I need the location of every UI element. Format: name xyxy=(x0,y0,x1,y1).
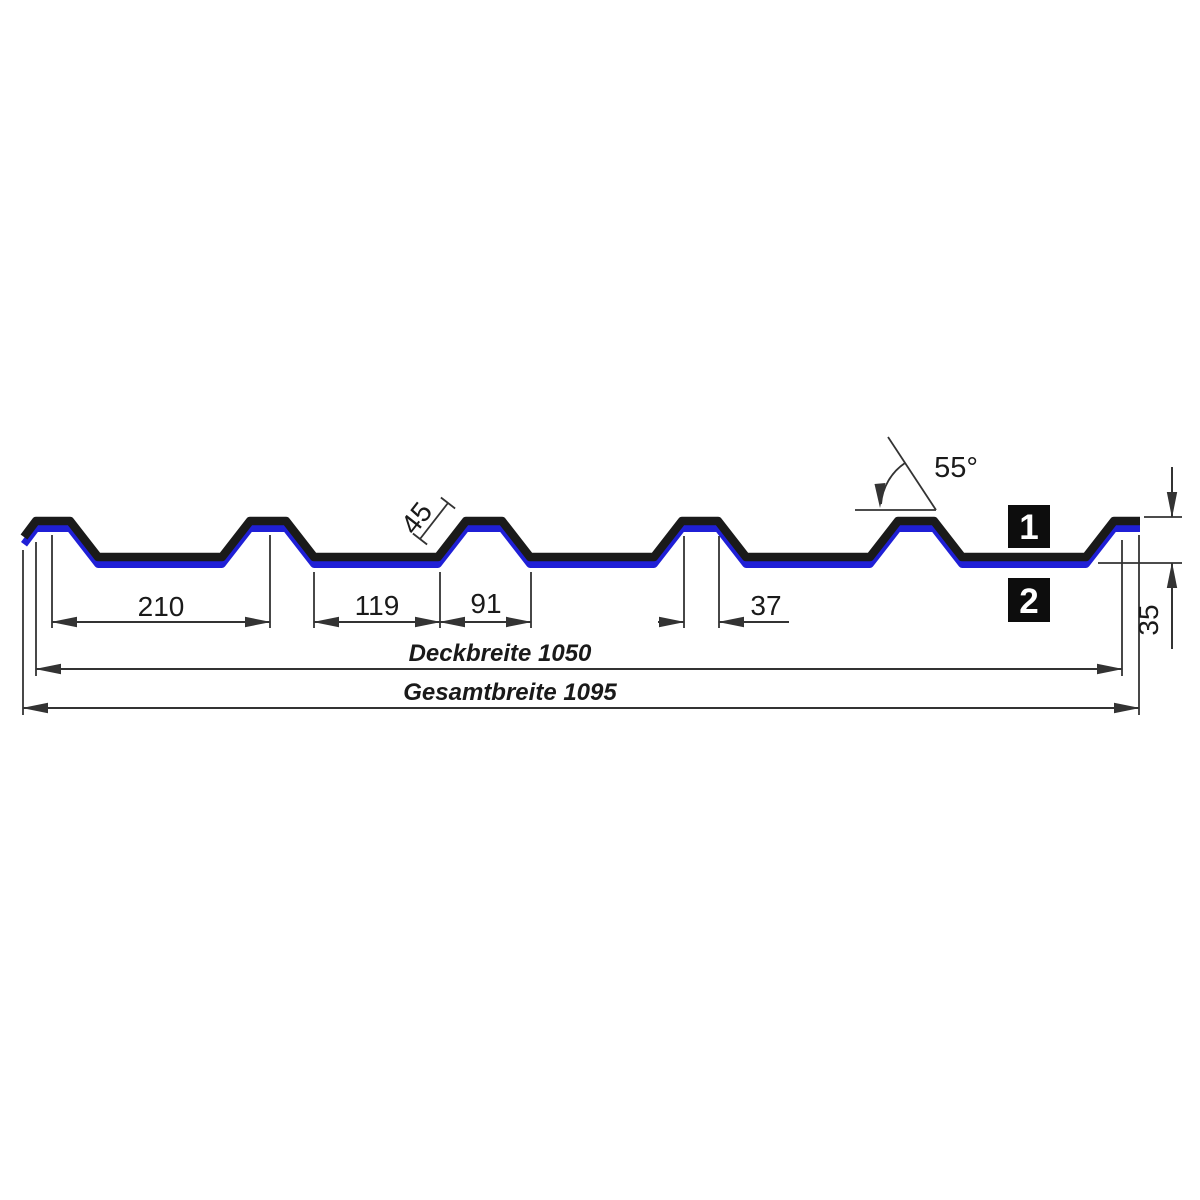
dimension-cover-width: Deckbreite 1050 xyxy=(35,640,1123,675)
dimension-rib-base-width: 91 xyxy=(439,588,532,628)
dimension-tick xyxy=(412,532,428,546)
dimension-value-rib-top: 37 xyxy=(750,590,781,621)
dimension-flank-length: 45 xyxy=(395,496,456,546)
marker-bottom-side: 2 xyxy=(1008,578,1050,622)
dimension-valley-width: 119 xyxy=(313,590,441,628)
dimension-line xyxy=(419,502,449,540)
dimension-value-rib-pitch: 210 xyxy=(138,591,185,622)
marker-top-side: 1 xyxy=(1008,505,1050,548)
dimension-overall-width: Gesamtbreite 1095 xyxy=(22,679,1140,714)
dimension-tick xyxy=(440,496,456,510)
dimension-profile-height: 35 xyxy=(1133,467,1178,649)
marker-top-side-number: 1 xyxy=(1019,508,1038,547)
arrowhead-icon xyxy=(874,483,886,508)
dimension-label-cover-width: Deckbreite 1050 xyxy=(409,640,592,667)
angle-flank-line xyxy=(887,436,937,511)
marker-bottom-side-number: 2 xyxy=(1019,582,1038,621)
profile-outline xyxy=(20,516,1140,562)
dimension-flank-angle: 55° xyxy=(855,436,978,511)
profile-underside-coating xyxy=(21,524,1140,568)
dimension-rib-pitch: 210 xyxy=(51,591,271,628)
dimension-value-flank-angle: 55° xyxy=(934,452,978,484)
dimension-value-height: 35 xyxy=(1133,604,1164,635)
sheet-profile xyxy=(20,516,1140,568)
dimension-rib-top-width: 37 xyxy=(658,590,789,628)
dimension-label-overall-width: Gesamtbreite 1095 xyxy=(403,679,617,706)
dimension-value-valley-width: 119 xyxy=(355,590,400,621)
marker-box xyxy=(1008,578,1050,622)
dimension-value-rib-base: 91 xyxy=(470,588,501,619)
marker-box xyxy=(1008,505,1050,548)
dimension-value-flank-length: 45 xyxy=(395,496,439,540)
